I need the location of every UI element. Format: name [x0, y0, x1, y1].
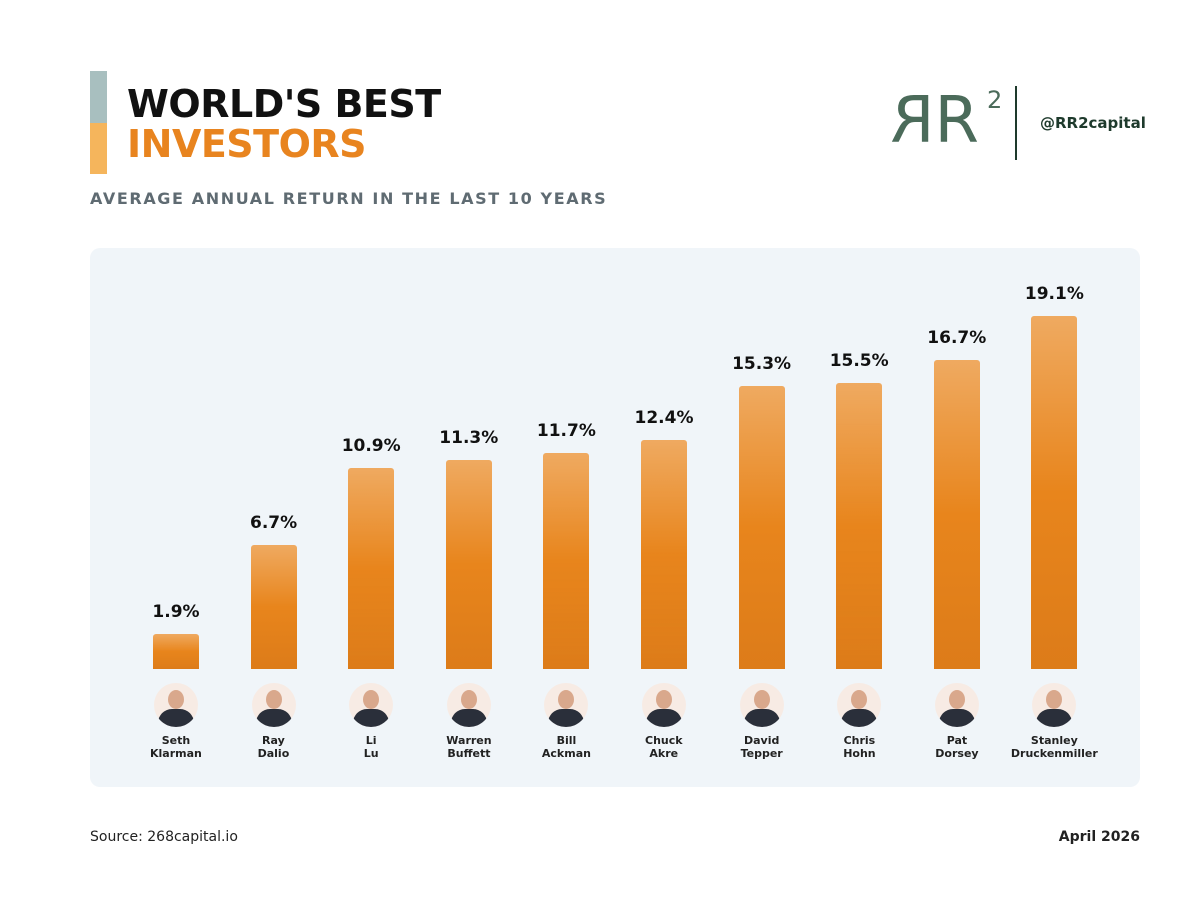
bar — [738, 386, 785, 669]
investor-name: Li Lu — [363, 734, 379, 760]
avatar — [154, 683, 198, 727]
divider — [1015, 86, 1017, 160]
value-label: 16.7% — [927, 328, 987, 349]
bar — [348, 467, 395, 669]
bar — [933, 360, 980, 669]
investor-name: Seth Klarman — [150, 734, 202, 760]
value-label: 19.1% — [1024, 284, 1084, 304]
bar — [445, 460, 492, 669]
avatar — [544, 683, 589, 727]
avatar — [739, 683, 784, 727]
value-label: 1.9% — [152, 601, 200, 622]
avatar — [446, 683, 491, 727]
bar — [153, 633, 199, 669]
value-label: 10.9% — [341, 435, 401, 456]
avatar — [349, 683, 394, 727]
value-label: 11.3% — [439, 428, 499, 449]
investor-name: David Tepper — [740, 734, 783, 760]
bar — [836, 382, 883, 669]
bar — [641, 439, 687, 669]
logo-superscript: 2 — [986, 86, 1003, 114]
accent-top — [90, 71, 107, 123]
bar — [250, 545, 297, 669]
value-label: 12.4% — [634, 407, 694, 428]
title: INVESTORS — [127, 122, 367, 166]
value-label: 15.3% — [732, 354, 792, 375]
date: April 2026 — [1058, 829, 1140, 845]
logo: RR 2 — [890, 84, 1003, 158]
investor-name: Stanley Druckenmiller — [1010, 734, 1098, 760]
investor-name: Chuck Akre — [645, 734, 683, 760]
accent-bottom — [90, 123, 107, 174]
title: WORLD'S BEST — [127, 82, 441, 126]
investor-name: Warren Buffett — [446, 734, 492, 760]
bar — [543, 452, 590, 669]
investor-name: Bill Ackman — [541, 734, 591, 760]
avatar — [837, 683, 882, 727]
investor-name: Chris Hohn — [843, 734, 876, 760]
bar — [1031, 316, 1078, 669]
value-label: 6.7% — [250, 513, 298, 534]
logo-letter: R — [934, 84, 979, 158]
investor-name: Pat Dorsey — [935, 734, 979, 760]
avatar — [251, 683, 296, 727]
value-label: 11.7% — [536, 420, 596, 441]
avatar — [934, 683, 979, 727]
avatar — [642, 683, 686, 727]
avatar — [1032, 683, 1077, 727]
subtitle: AVERAGE ANNUAL RETURN IN THE LAST 10 YEA… — [90, 189, 608, 208]
investor-name: Ray Dalio — [257, 734, 290, 760]
logo-letter: R — [890, 84, 935, 158]
value-label: 15.5% — [829, 350, 889, 371]
source: Source: 268capital.io — [90, 829, 238, 845]
handle: @RR2capital — [1040, 114, 1146, 132]
